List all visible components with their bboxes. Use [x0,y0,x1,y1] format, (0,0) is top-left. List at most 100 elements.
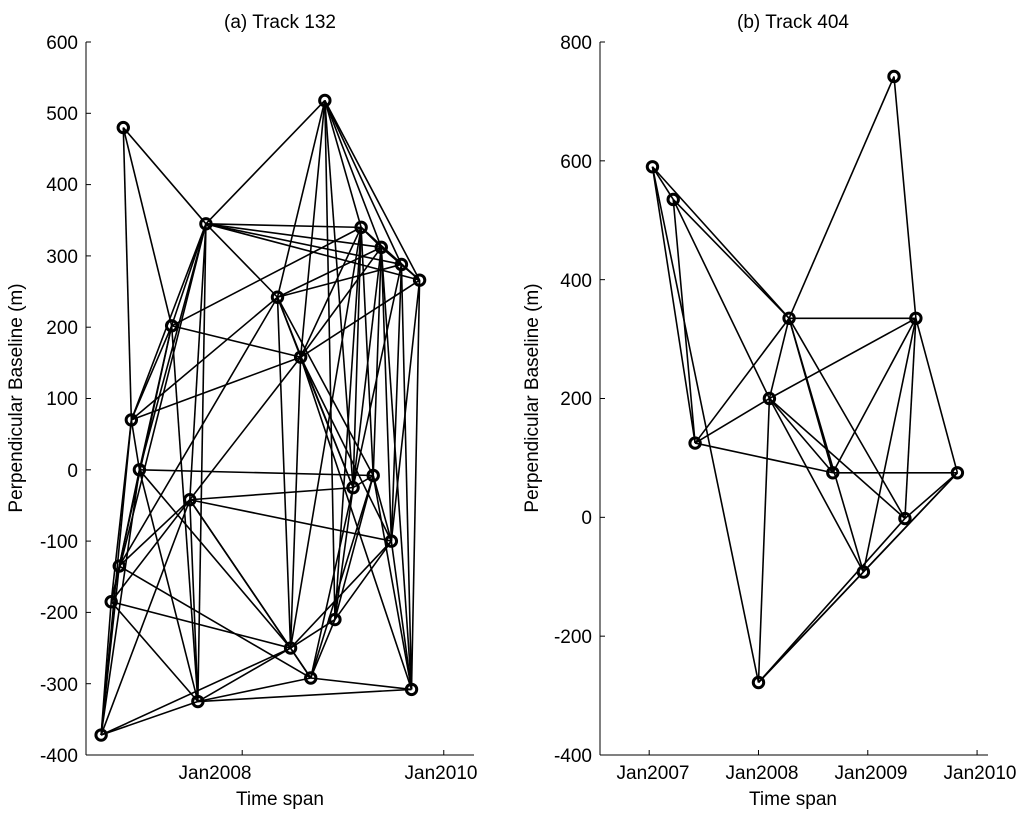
acquisition-point [199,217,213,231]
acquisition-point [346,480,360,495]
baseline-edge [352,227,362,488]
baseline-edge [189,356,302,501]
baseline-edge [205,223,420,281]
acquisition-point [645,160,660,174]
baseline-edge [672,198,790,319]
baseline-edge [130,419,141,470]
y-axis-label: Perpendicular Baseline (m) [522,283,543,512]
baseline-edge [651,166,760,683]
baseline-edge [893,76,917,319]
baseline-edge [757,398,771,683]
acquisition-point [293,350,308,364]
baseline-edge [289,357,302,649]
x-axis-label: Time span [749,789,837,810]
baseline-edge [400,264,413,690]
baseline-edge [768,397,834,474]
baseline-edge [205,223,382,249]
panel-track-404: (b) Track 404 800 600 400 200 0 -200 -40… [522,12,1016,810]
acquisition-nodes [94,93,427,742]
x-tick-labels: Jan2008 Jan2010 [179,763,478,784]
baseline-edge [118,296,279,567]
chart-title: (b) Track 404 [737,12,849,33]
baseline-edge [757,517,906,684]
baseline-edge [310,677,412,691]
baseline-edge [110,601,199,703]
axis-ticks [86,41,445,756]
baseline-edge [118,565,312,679]
baseline-edge [122,127,207,225]
baseline-edge [768,318,790,399]
baseline-edge [309,487,354,679]
baseline-edge [334,227,362,620]
baseline-edge [390,264,403,542]
y-axis-label: Perpendicular Baseline (m) [6,283,27,512]
y-tick-label: 400 [560,271,592,292]
interferogram-edges [100,99,421,736]
baseline-edge [170,325,199,702]
x-tick-label: Jan2007 [617,763,690,784]
baseline-edge [832,317,917,474]
baseline-edge [122,127,133,420]
baseline-edge [205,99,326,225]
acquisition-point [762,391,777,406]
y-tick-label: 800 [560,33,592,54]
y-tick-label: 500 [46,104,78,125]
baseline-edge [334,540,393,620]
baseline-edge [197,688,412,703]
acquisition-point [116,120,130,135]
baseline-edge [189,486,354,501]
acquisition-point [751,675,766,690]
acquisition-point [366,468,380,483]
baseline-edge [324,100,403,265]
y-tick-label: -400 [554,746,592,767]
baseline-edge [390,540,413,690]
acquisition-point [688,436,702,450]
baseline-edge [299,356,354,488]
baseline-edge [915,318,959,473]
y-tick-label: -100 [40,532,78,553]
baseline-edge [324,100,421,281]
baseline-edge [197,647,291,703]
baseline-edge [138,469,199,702]
baseline-edge [139,469,374,477]
baseline-edge [788,318,865,573]
panel-track-132: (a) Track 132 600 500 400 300 200 100 0 … [6,12,477,810]
acquisition-point [304,671,318,685]
y-tick-label: 200 [46,318,78,339]
baseline-edge [122,127,173,326]
baseline-edge [694,317,790,444]
acquisition-point [283,641,298,655]
acquisition-point [374,240,388,255]
acquisition-point [104,595,118,609]
baseline-edge [904,472,958,520]
interferogram-edges [651,76,959,684]
acquisition-point [826,466,840,480]
baseline-edge [324,100,362,228]
x-tick-label: Jan2008 [179,763,252,784]
acquisition-point [384,534,399,548]
baseline-edge [862,318,917,573]
baseline-edge [300,246,382,358]
y-tick-label: 200 [560,389,592,410]
baseline-edge [372,475,393,542]
acquisition-point [124,413,139,427]
y-tick-label: 600 [46,33,78,54]
y-tick-label: 100 [46,389,78,410]
baseline-edge [110,223,207,602]
acquisition-point [318,93,332,108]
baseline-edge [189,499,199,702]
x-tick-label: Jan2008 [726,763,799,784]
acquisition-point [782,311,796,325]
baseline-edge [276,297,292,649]
x-tick-label: Jan2010 [405,763,478,784]
baseline-edge [788,76,895,319]
baseline-edge [769,317,917,400]
baseline-edge [334,487,354,620]
baseline-edge [309,619,336,679]
acquisition-point [132,463,147,477]
acquisition-point [191,694,205,709]
baseline-edge [334,475,374,620]
baseline-edge [100,700,199,736]
y-tick-labels: 600 500 400 300 200 100 0 -100 -200 -300… [40,33,78,767]
baseline-edge [138,325,173,470]
